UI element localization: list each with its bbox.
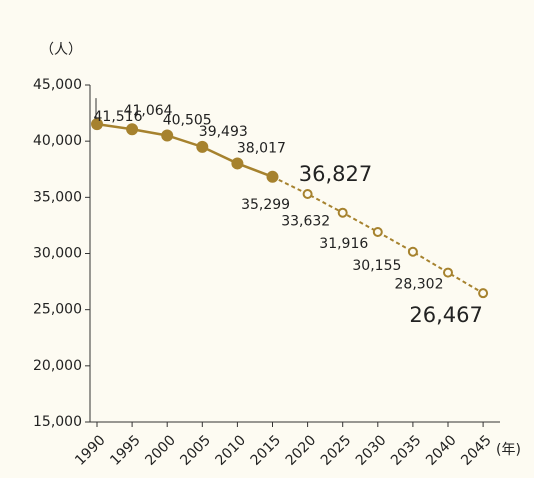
x-tick-label: 2030 bbox=[353, 432, 390, 469]
x-tick-label: 1990 bbox=[72, 432, 109, 469]
data-label: 26,467 bbox=[409, 303, 482, 327]
data-label: 41,064 bbox=[124, 103, 173, 119]
x-tick-label: 2040 bbox=[423, 432, 460, 469]
x-tick-label: 2010 bbox=[213, 432, 250, 469]
x-tick-label: 2000 bbox=[142, 432, 179, 469]
point bbox=[196, 140, 209, 153]
y-tick-label: 40,000 bbox=[33, 133, 82, 149]
point bbox=[337, 207, 348, 218]
point bbox=[266, 170, 279, 183]
y-tick-label: 25,000 bbox=[33, 302, 82, 318]
data-label: 30,155 bbox=[352, 258, 401, 274]
data-label: 31,916 bbox=[319, 236, 368, 252]
point bbox=[302, 188, 313, 199]
point bbox=[161, 129, 174, 142]
x-tick-label: 2015 bbox=[248, 432, 285, 469]
point bbox=[91, 118, 103, 131]
data-label: 36,827 bbox=[299, 162, 372, 186]
y-tick-label: 20,000 bbox=[33, 358, 82, 374]
point bbox=[443, 267, 453, 278]
data-label: 35,299 bbox=[241, 197, 290, 213]
y-tick-label: 30,000 bbox=[33, 246, 82, 262]
data-label: 40,505 bbox=[163, 112, 212, 128]
point bbox=[126, 123, 139, 136]
data-label: 28,302 bbox=[395, 277, 444, 293]
y-tick-label: 15,000 bbox=[33, 414, 82, 430]
point bbox=[478, 288, 489, 299]
data-label: 33,632 bbox=[281, 214, 330, 230]
y-unit: （人） bbox=[40, 42, 82, 58]
x-unit: (年) bbox=[496, 442, 521, 458]
x-tick-label: 2035 bbox=[388, 432, 425, 469]
data-label: 39,493 bbox=[199, 124, 248, 140]
x-tick-label: 2020 bbox=[283, 432, 320, 469]
x-tick-label: 2005 bbox=[177, 432, 214, 469]
data-label: 38,017 bbox=[237, 140, 286, 156]
x-tick-label: 1995 bbox=[107, 432, 144, 469]
point bbox=[231, 157, 244, 170]
point bbox=[372, 226, 383, 237]
data-label: 41,516 bbox=[94, 109, 143, 125]
x-tick-label: 2025 bbox=[318, 432, 355, 469]
x-tick-label: 2045 bbox=[458, 432, 495, 469]
point bbox=[407, 246, 418, 257]
y-tick-label: 35,000 bbox=[33, 189, 82, 205]
y-tick-label: 45,000 bbox=[33, 77, 82, 93]
